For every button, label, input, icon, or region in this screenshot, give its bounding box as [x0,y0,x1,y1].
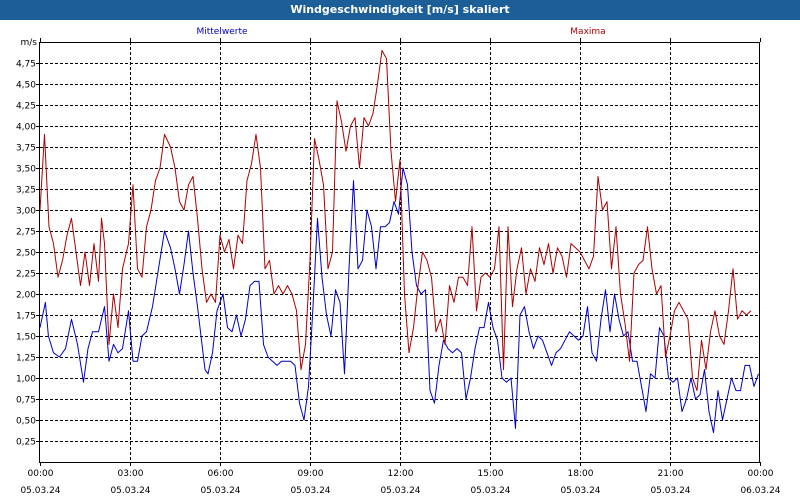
x-tick-time: 09:00 [298,469,324,479]
y-tick-label: 3,00 [16,207,36,217]
y-tick-label: 3,50 [16,165,36,175]
x-tick-time: 15:00 [478,469,504,479]
x-tick-date: 05.03.24 [650,486,690,496]
x-tick-date: 05.03.24 [380,486,420,496]
x-tick-time: 00:00 [748,469,774,479]
x-tick-time: 03:00 [118,469,144,479]
y-tick-label: 4,25 [16,102,36,112]
x-tick-date: 05.03.24 [110,486,150,496]
x-tick-time: 18:00 [568,469,594,479]
y-tick-label: 1,00 [16,375,36,385]
y-tick-label: 4,75 [16,60,36,70]
x-tick-date: 05.03.24 [470,486,510,496]
y-tick-label: 3,25 [16,186,36,196]
x-tick-time: 12:00 [388,469,414,479]
series-line-mittelwerte [39,167,759,434]
title-bar: Windgeschwindigkeit [m/s] skaliert [0,0,800,20]
y-tick-label: 3,75 [16,144,36,154]
x-tick-time: 00:00 [28,469,54,479]
axis-layer: 0,25 0,50 0,75 1,00 1,25 1,50 1,75 2,00 2,25 2,50… [16,38,781,496]
y-tick-label: 0,75 [16,396,36,406]
window-title: Windgeschwindigkeit [m/s] skaliert [290,3,510,16]
x-tick-date: 05.03.24 [200,486,240,496]
y-tick-label: 1,25 [16,354,36,364]
chart-canvas: 0,25 0,50 0,75 1,00 1,25 1,50 1,75 2,00 2,25 2,50… [16,27,781,496]
y-tick-label: 4,00 [16,123,36,133]
x-tick-time: 21:00 [658,469,684,479]
y-tick-label: 1,75 [16,312,36,322]
x-tick-date: 05.03.24 [20,486,60,496]
legend-maxima: Maxima [570,27,605,37]
x-tick-date: 06.03.24 [740,486,780,496]
y-tick-label: 2,50 [16,249,36,259]
y-tick-label: 0,25 [16,438,36,448]
y-tick-label: 0,50 [16,417,36,427]
y-tick-label: 4,50 [16,81,36,91]
grid-lines [40,42,760,462]
legend-layer: Mittelwerte Maxima [196,27,605,37]
y-tick-label: 2,25 [16,270,36,280]
y-tick-label: 2,75 [16,228,36,238]
y-unit-label: m/s [21,38,38,48]
legend-mittelwerte: Mittelwerte [196,27,247,37]
y-tick-label: 1,50 [16,333,36,343]
y-tick-label: 2,00 [16,291,36,301]
series-layer [39,49,759,434]
x-tick-time: 06:00 [208,469,234,479]
series-line-maxima [39,49,752,392]
x-tick-date: 05.03.24 [290,486,330,496]
x-tick-date: 05.03.24 [560,486,600,496]
